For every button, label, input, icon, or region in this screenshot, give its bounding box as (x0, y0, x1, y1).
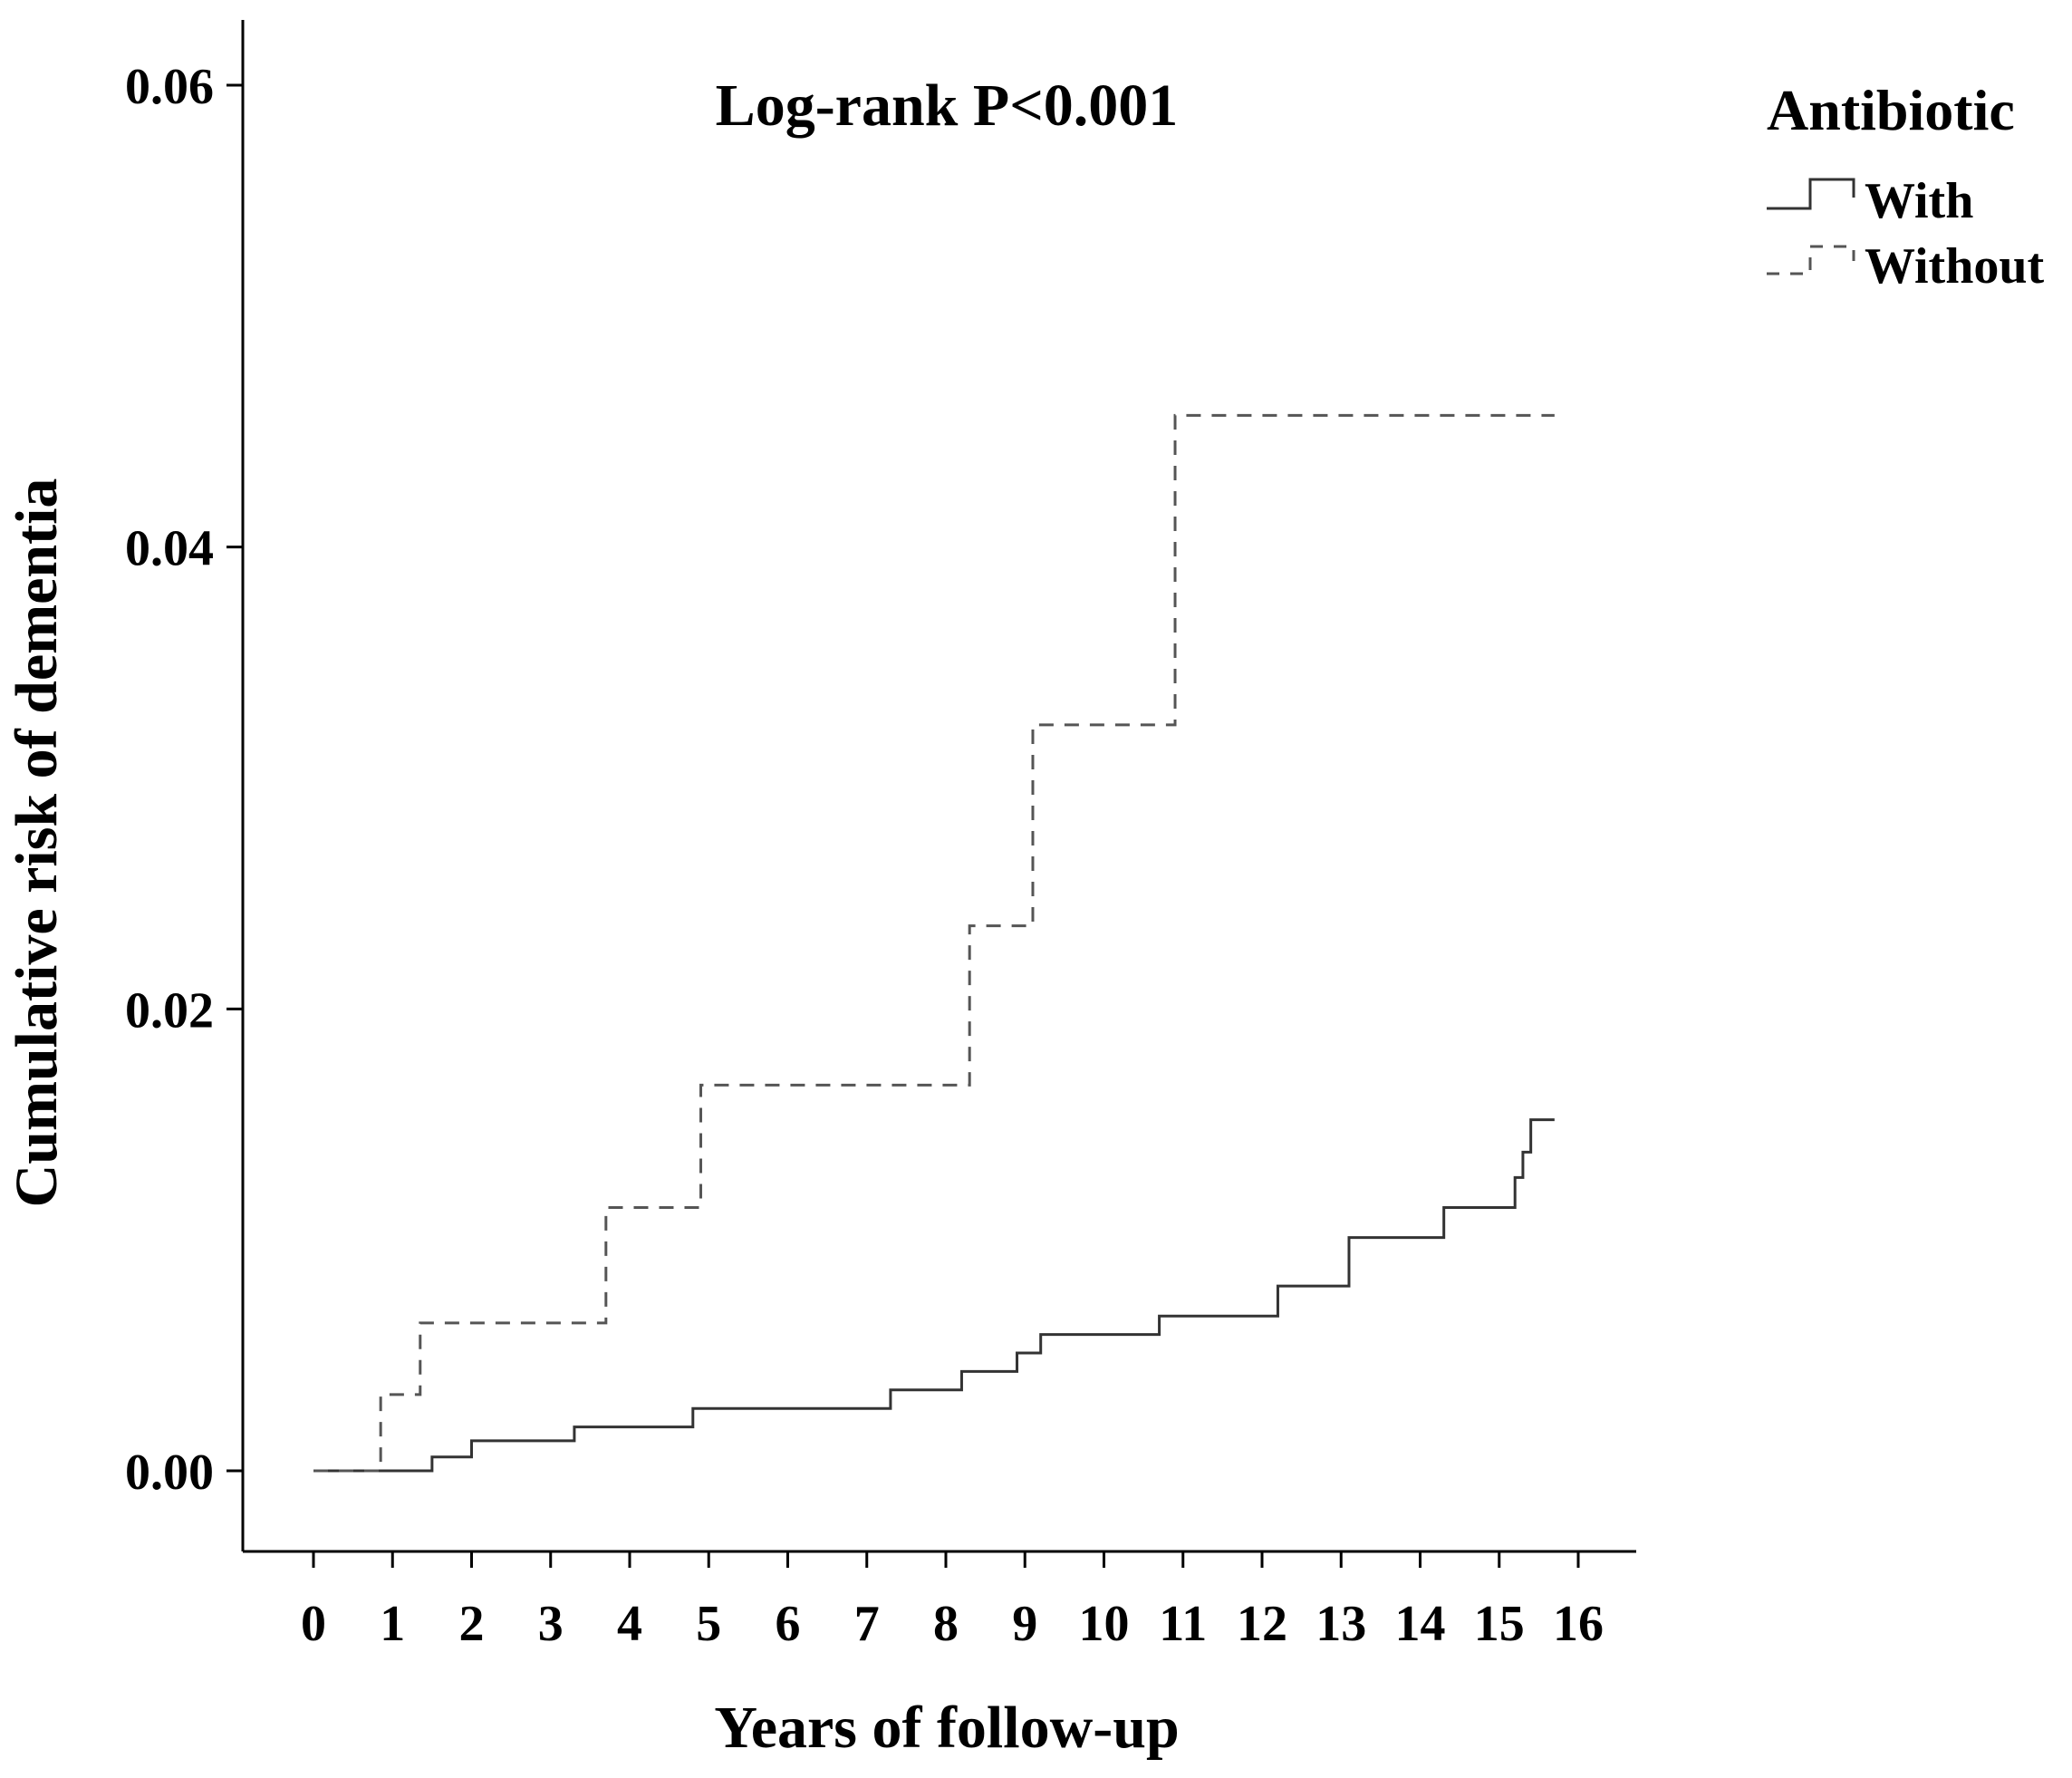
x-tick-label: 9 (1012, 1596, 1037, 1652)
x-tick-label: 12 (1237, 1596, 1287, 1652)
x-tick-label: 1 (380, 1596, 405, 1652)
x-tick-label: 6 (776, 1596, 801, 1652)
x-ticks: 0 1 2 3 4 5 6 7 8 9 10 11 12 13 14 15 16 (301, 1551, 1604, 1652)
y-tick-label: 0.06 (125, 59, 214, 115)
x-tick-label: 4 (617, 1596, 642, 1652)
y-axis-title: Cumulative risk of dementia (4, 478, 70, 1208)
x-tick-label: 13 (1315, 1596, 1366, 1652)
legend-swatch-without (1767, 245, 1855, 275)
y-tick-label: 0.04 (125, 521, 214, 577)
x-tick-label: 11 (1159, 1596, 1207, 1652)
y-ticks: 0.00 0.02 0.04 0.06 (125, 59, 243, 1501)
x-tick-label: 0 (301, 1596, 326, 1652)
y-tick-label: 0.00 (125, 1445, 214, 1501)
x-axis-title: Years of follow-up (714, 1695, 1179, 1761)
x-tick-label: 16 (1553, 1596, 1604, 1652)
x-tick-label: 8 (933, 1596, 959, 1652)
x-tick-label: 3 (538, 1596, 564, 1652)
x-tick-label: 7 (854, 1596, 880, 1652)
legend-label-without: Without (1865, 238, 2044, 295)
x-tick-label: 15 (1474, 1596, 1525, 1652)
legend-label-with: With (1865, 173, 1973, 229)
legend: Antibiotic With Without (1767, 78, 2044, 295)
x-tick-label: 5 (696, 1596, 721, 1652)
series-line-with (313, 1118, 1555, 1473)
series-line-without (313, 413, 1555, 1473)
x-tick-label: 2 (459, 1596, 485, 1652)
x-tick-label: 14 (1395, 1596, 1446, 1652)
legend-swatch-with (1767, 178, 1855, 210)
x-tick-label: 10 (1079, 1596, 1130, 1652)
y-tick-label: 0.02 (125, 982, 214, 1039)
legend-title: Antibiotic (1767, 78, 2015, 142)
series-layer (313, 413, 1555, 1473)
log-rank-annotation: Log-rank P<0.001 (716, 72, 1179, 139)
